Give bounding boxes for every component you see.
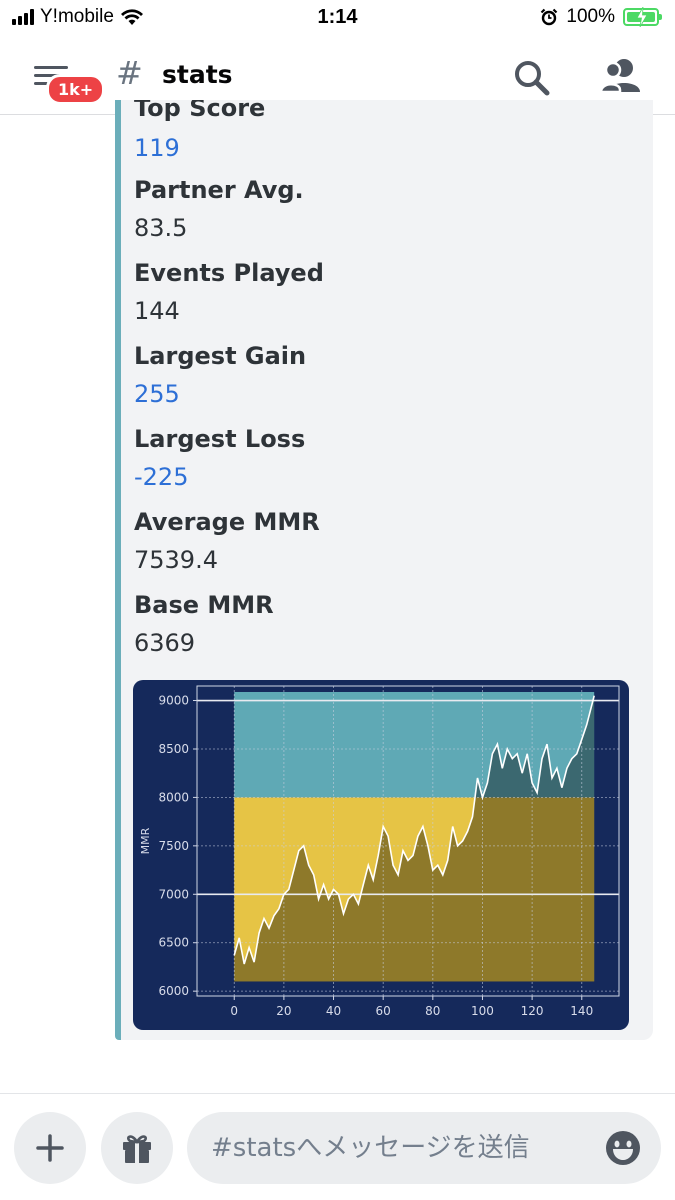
chart-xtick-label-1: 20: [276, 1004, 291, 1018]
composer-divider: [0, 1093, 675, 1094]
chart-frame: [196, 685, 620, 997]
emoji-icon: [606, 1131, 640, 1165]
field-value: 7539.4: [134, 546, 218, 574]
field-name: Average MMR: [134, 508, 320, 536]
chart-ytick-label-3: 7500: [158, 839, 189, 853]
channel-title: stats: [162, 60, 233, 89]
members-icon: [599, 59, 640, 94]
field-name: Largest Loss: [134, 425, 306, 453]
field-value: 144: [134, 297, 180, 325]
members-button[interactable]: [598, 56, 644, 96]
embed-field-events-played: Events Played 144: [134, 259, 324, 325]
chart-area: [234, 695, 595, 982]
field-value: 83.5: [134, 214, 188, 242]
field-name: Top Score: [134, 100, 266, 122]
chart-ytick-label-6: 9000: [158, 694, 189, 708]
chart-ytick-label-2: 7000: [158, 887, 189, 901]
chart-band-1: [234, 692, 595, 798]
wifi-icon: [120, 9, 143, 25]
unread-badge: 1k+: [46, 74, 106, 105]
chart-ytick-label-5: 8500: [158, 742, 189, 756]
field-value: 6369: [134, 629, 196, 657]
mmr-chart-image[interactable]: 0 20 40 60 80 100 120 140 6000 6500 7000 7500 8000 85…: [133, 680, 629, 1030]
field-name: Events Played: [134, 259, 324, 287]
chart-ytick-label-1: 6500: [158, 936, 189, 950]
chart-band-0: [234, 797, 595, 982]
stats-embed: Top Score 119 Partner Avg. 83.5 Events P…: [115, 100, 653, 1040]
alarm-icon: [541, 8, 558, 26]
signal-icon: [12, 9, 34, 25]
field-name: Base MMR: [134, 591, 274, 619]
chart-xtick-label-0: 0: [230, 1004, 238, 1018]
menu-button[interactable]: 1k+: [28, 60, 106, 105]
mmr-chart: 0 20 40 60 80 100 120 140 6000 6500 7000 7500 8000 85…: [139, 685, 620, 1018]
embed-field-top-score-value: 119: [134, 134, 180, 162]
embed-field-average-mmr: Average MMR 7539.4: [134, 508, 320, 574]
search-icon: [515, 61, 550, 96]
battery-icon: [623, 7, 662, 27]
chart-xtick-label-2: 40: [326, 1004, 341, 1018]
message-composer: [187, 1112, 661, 1184]
chart-series-line: [233, 695, 595, 965]
chart-xtick-label-3: 60: [376, 1004, 391, 1018]
status-left: Y!mobile: [12, 6, 144, 28]
chart-ytick-label-4: 8000: [158, 790, 189, 804]
chart-ylabel: MMR: [139, 827, 152, 854]
attach-button[interactable]: [14, 1112, 86, 1184]
field-name: Partner Avg.: [134, 176, 304, 204]
gift-button[interactable]: [101, 1112, 173, 1184]
chart-xtick-label-4: 80: [425, 1004, 440, 1018]
field-value[interactable]: 119: [134, 134, 180, 162]
embed-field-largest-loss: Largest Loss -225: [134, 425, 305, 491]
status-bar: Y!mobile 1:14 100%: [0, 0, 675, 38]
chart-ytick-label-0: 6000: [158, 984, 189, 998]
search-button[interactable]: [512, 58, 552, 98]
clock: 1:14: [317, 6, 358, 28]
chart-xtick-label-6: 120: [521, 1004, 544, 1018]
emoji-button[interactable]: [605, 1130, 641, 1166]
field-value[interactable]: 255: [134, 380, 180, 408]
embed-field-top-score: Top Score: [134, 100, 265, 122]
status-right: 100%: [540, 6, 662, 28]
gift-icon: [123, 1135, 151, 1163]
plus-icon: [36, 1134, 64, 1162]
battery-percent: 100%: [566, 6, 615, 27]
chart-xtick-label-5: 100: [471, 1004, 494, 1018]
chart-xtick-label-7: 140: [570, 1004, 593, 1018]
channel-hash-icon: #: [116, 54, 143, 92]
field-name: Largest Gain: [134, 342, 307, 370]
carrier-label: Y!mobile: [40, 6, 114, 27]
message-input[interactable]: [211, 1112, 591, 1184]
embed-field-largest-gain: Largest Gain 255: [134, 342, 306, 408]
embed-field-partner-avg: Partner Avg. 83.5: [134, 176, 304, 242]
embed-field-base-mmr: Base MMR 6369: [134, 591, 274, 657]
field-value[interactable]: -225: [134, 463, 189, 491]
